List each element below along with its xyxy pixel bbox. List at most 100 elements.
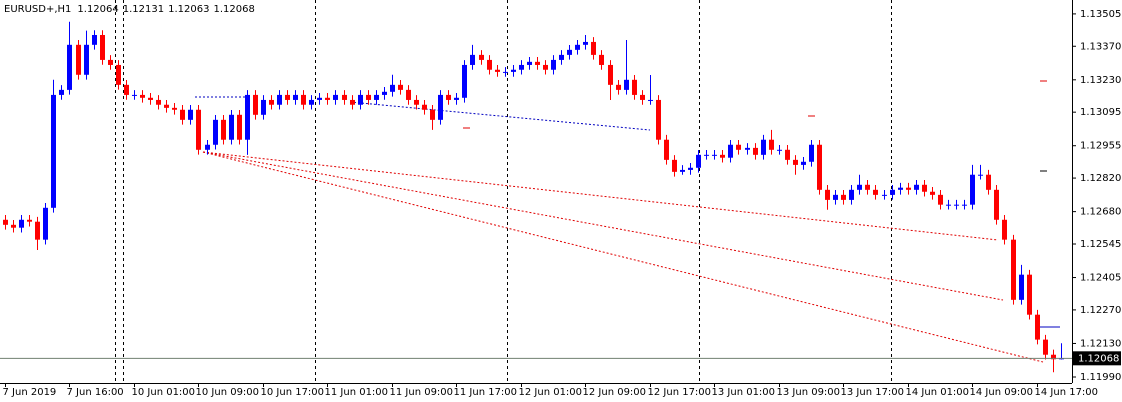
candle-body (720, 154, 725, 158)
candle-body (390, 84, 395, 92)
candle-body (946, 204, 951, 206)
candle-body (293, 94, 298, 100)
candle-body (43, 207, 48, 240)
candle-body (1051, 354, 1056, 360)
candle-body (156, 99, 161, 105)
candle-body (237, 114, 242, 140)
trend-line (202, 151, 999, 241)
symbol: EURUSD+,H1 (4, 4, 71, 15)
header-open: 1.12064 (77, 4, 118, 15)
candle-body (309, 99, 314, 105)
candle-body (350, 99, 355, 105)
candle-body (100, 34, 105, 60)
candle-body (793, 159, 798, 165)
candle-body (382, 91, 387, 95)
candle-body (785, 149, 790, 160)
candle-body (470, 54, 475, 65)
candle-body (301, 94, 306, 105)
candle-body (728, 144, 733, 158)
candle-body (1002, 219, 1007, 240)
candle-body (551, 59, 556, 70)
candle-body (890, 189, 895, 195)
candle-body (285, 94, 290, 100)
candle-body (704, 154, 709, 156)
x-tick-label: 11 Jun 17:00 (454, 387, 518, 398)
candle-body (253, 94, 258, 115)
candle-body (333, 94, 338, 100)
candle-body (205, 144, 210, 150)
candle-body (640, 94, 645, 100)
x-tick-label: 12 Jun 01:00 (519, 387, 583, 398)
trend-line (202, 151, 1004, 301)
candle-body (132, 94, 137, 96)
candle-body (656, 99, 661, 140)
candle-body (76, 44, 81, 75)
candle-body (970, 174, 975, 205)
x-tick-label: 13 Jun 09:00 (777, 387, 841, 398)
candle-body (873, 189, 878, 195)
trend-line (202, 151, 1044, 363)
candle-body (366, 94, 371, 100)
candle-body (406, 89, 411, 100)
candle-body (188, 109, 193, 120)
y-tick-label: 1.12820 (1080, 173, 1121, 184)
candle-body (769, 139, 774, 150)
candle-body (1035, 314, 1040, 340)
separators (115, 0, 892, 383)
candle-body (777, 149, 782, 151)
candle-body (761, 139, 766, 155)
trend-lines (195, 96, 1060, 363)
candle-body (245, 94, 250, 140)
candle-body (229, 114, 234, 140)
candle-body (11, 224, 16, 228)
x-tick-label: 10 Jun 01:00 (132, 387, 196, 398)
candle-body (567, 49, 572, 55)
candle-body (1011, 239, 1016, 300)
candle-body (19, 219, 24, 228)
candle-body (825, 189, 830, 200)
candle-body (414, 99, 419, 105)
x-tick-label: 14 Jun 17:00 (1035, 387, 1099, 398)
candle-body (559, 54, 564, 60)
candle-body (753, 147, 758, 155)
y-tick-label: 1.11990 (1080, 372, 1121, 383)
x-tick-label: 10 Jun 17:00 (261, 387, 325, 398)
y-tick-label: 1.12955 (1080, 141, 1121, 152)
x-tick-label: 12 Jun 09:00 (583, 387, 647, 398)
candle-body (92, 34, 97, 45)
candle-body (688, 167, 693, 170)
candle-body (954, 204, 959, 206)
candle-body (261, 99, 266, 115)
y-tick-label: 1.13370 (1080, 41, 1121, 52)
candle-body (358, 94, 363, 105)
candle-body (882, 194, 887, 196)
candle-body (172, 107, 177, 110)
candle-body (986, 174, 991, 190)
candle-body (648, 99, 653, 101)
candle-body (51, 94, 56, 208)
candle-body (624, 79, 629, 90)
price-tag (1073, 351, 1121, 366)
candle-body (833, 194, 838, 200)
candle-body (213, 119, 218, 145)
x-tick-label: 13 Jun 01:00 (712, 387, 776, 398)
candle-body (374, 94, 379, 100)
candle-body (221, 119, 226, 140)
candle-body (277, 94, 282, 105)
y-tick-label: 1.13230 (1080, 75, 1121, 86)
candle-body (736, 144, 741, 150)
candle-body (148, 97, 153, 100)
candle-body (108, 59, 113, 65)
candle-body (938, 194, 943, 205)
candle-body (696, 154, 701, 168)
candle-body (511, 69, 516, 72)
candle-body (59, 89, 64, 95)
candle-body (865, 184, 870, 190)
candle-body (342, 94, 347, 100)
x-tick-label: 11 Jun 01:00 (325, 387, 389, 398)
candle-body (140, 94, 145, 98)
candle-body (84, 44, 89, 75)
candle-body (495, 69, 500, 72)
